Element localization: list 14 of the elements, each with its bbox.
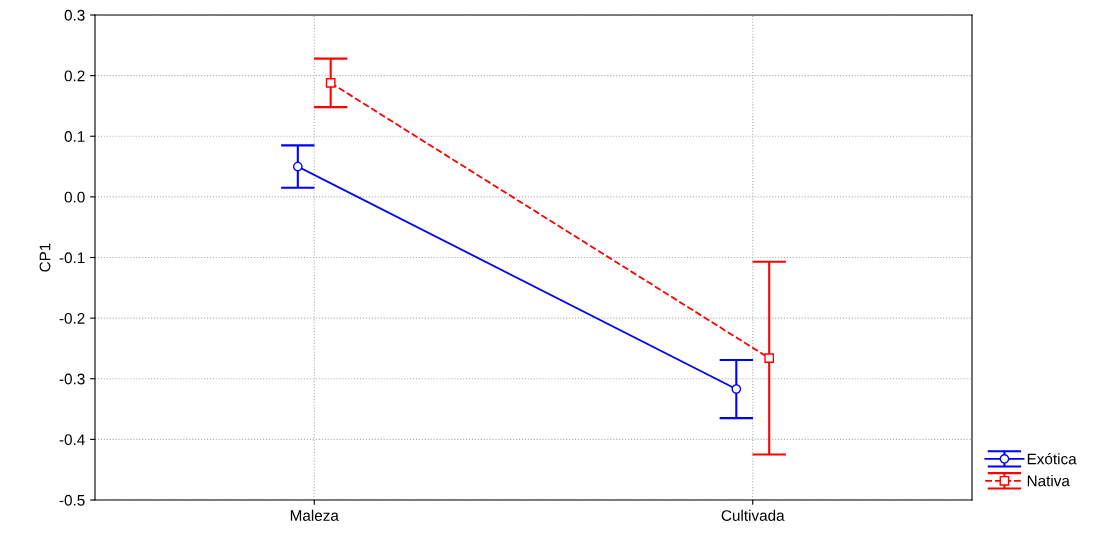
y-tick-label: -0.5 [59, 494, 85, 506]
legend-label: Nativa [1027, 475, 1070, 487]
x-tick-label: Maleza [290, 509, 339, 521]
legend-label: Exótica [1027, 453, 1077, 465]
y-tick-label: 0.2 [64, 70, 85, 82]
y-tick-label: 0.1 [64, 131, 85, 142]
y-tick-label: 0.0 [64, 191, 85, 203]
y-tick-label: -0.4 [59, 434, 85, 446]
y-tick-label: -0.2 [59, 312, 85, 324]
x-tick-label: Cultivada [721, 509, 785, 521]
y-tick-label: -0.1 [59, 252, 85, 264]
y-tick-label: -0.3 [59, 373, 85, 385]
y-axis-title: CP1 [39, 243, 51, 272]
y-tick-label: 0.3 [64, 9, 85, 21]
